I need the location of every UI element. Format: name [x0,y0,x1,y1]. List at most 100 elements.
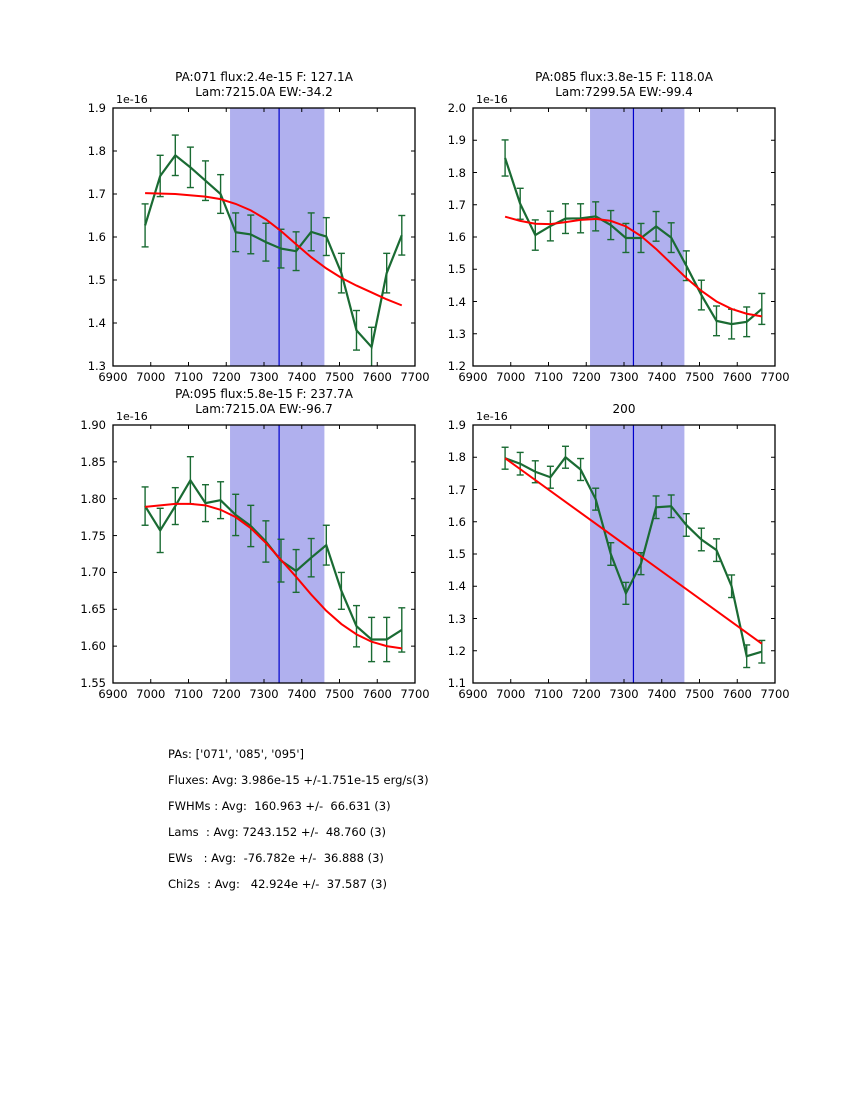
x-tick-label: 7700 [400,370,430,384]
x-tick-label: 7500 [324,687,355,701]
y-tick-label: 1.2 [447,359,466,373]
y-tick-label: 1.5 [447,262,466,277]
plot-area [112,107,416,367]
x-tick-label: 7200 [571,687,601,701]
y-tick-label: 1.4 [447,579,466,594]
y-tick-label: 1.4 [447,294,466,309]
panel-title: PA:071 flux:2.4e-15 F: 127.1A Lam:7215.0A… [175,70,353,99]
y-tick-label: 1.8 [87,144,106,158]
y-tick-label: 1.9 [87,101,106,115]
y-axis-offset-label: 1e-16 [476,93,508,106]
plot-area [472,424,776,684]
y-tick-label: 1.85 [80,454,106,469]
x-tick-label: 7600 [722,370,752,384]
y-tick-label: 1.5 [447,547,466,561]
y-tick-label: 1.60 [80,639,106,654]
x-tick-label: 7100 [533,687,564,701]
series-spectrum [141,134,406,366]
summary-line-lams: Lams : Avg: 7243.152 +/- 48.760 (3) [168,825,387,839]
x-tick-label: 6900 [458,370,488,384]
y-axis-offset-label: 1e-16 [116,93,148,106]
x-tick-label: 7400 [647,687,677,701]
x-tick-label: 7200 [211,370,241,384]
x-tick-label: 7000 [496,370,526,384]
y-tick-label: 1.1 [447,676,466,690]
panel-title: PA:085 flux:3.8e-15 F: 118.0A Lam:7299.5A… [535,70,713,99]
series-model-fit [504,215,762,318]
y-tick-label: 1.9 [447,133,466,148]
x-tick-label: 7500 [324,370,355,384]
x-tick-label: 7200 [571,370,601,384]
y-tick-label: 1.4 [87,316,106,330]
y-tick-label: 1.3 [447,326,466,341]
x-tick-label: 7000 [496,687,526,701]
y-tick-label: 1.5 [87,273,106,287]
x-tick-label: 7700 [760,687,790,701]
panel-200: 200 1e-16 1.1 1.2 1.3 1.4 1.5 1.6 1.7 1.8 1.9 6900 7… [378,377,795,715]
x-tick-label: 7400 [287,687,317,701]
y-tick-label: 1.3 [87,359,106,373]
y-tick-label: 1.7 [447,197,466,212]
y-tick-label: 1.8 [447,165,466,180]
y-tick-label: 1.90 [80,418,106,432]
summary-line-fwhms: FWHMs : Avg: 160.963 +/- 66.631 (3) [168,799,391,813]
y-tick-label: 1.2 [447,643,466,658]
y-tick-label: 1.6 [447,230,466,244]
y-tick-label: 1.6 [87,230,106,244]
x-tick-label: 7600 [722,687,752,701]
y-tick-label: 1.7 [447,482,466,497]
y-tick-label: 1.9 [447,418,466,432]
y-tick-label: 1.55 [80,676,106,690]
x-tick-label: 7600 [362,370,392,384]
y-tick-label: 1.6 [447,514,466,529]
x-tick-label: 7400 [287,370,317,384]
y-tick-label: 1.65 [80,602,106,617]
y-tick-label: 1.7 [87,187,106,201]
series-model-fit [145,192,403,307]
y-axis-offset-label: 1e-16 [476,410,508,423]
panel-pa-071: PA:071 flux:2.4e-15 F: 127.1A Lam:7215.0A… [18,60,435,398]
series-spectrum [501,139,766,340]
panel-pa-085: PA:085 flux:3.8e-15 F: 118.0A Lam:7299.5A… [378,60,795,398]
x-tick-label: 7100 [533,370,564,384]
x-tick-label: 7000 [136,370,166,384]
x-tick-label: 7400 [647,370,677,384]
x-tick-label: 7300 [609,687,639,701]
y-tick-label: 1.75 [80,528,106,543]
x-tick-label: 7600 [362,687,392,701]
series-model-fit [504,457,763,645]
wavelength-band [230,425,325,683]
x-tick-label: 7300 [249,370,279,384]
x-tick-label: 6900 [98,370,128,384]
plot-area [472,107,776,367]
y-tick-label: 2.0 [447,101,466,115]
x-tick-label: 7500 [684,370,715,384]
y-tick-label: 1.3 [447,611,466,626]
y-axis-offset-label: 1e-16 [116,410,148,423]
series-spectrum [501,445,766,669]
x-tick-label: 7000 [136,687,166,701]
y-tick-label: 1.8 [447,450,466,465]
x-tick-label: 7200 [211,687,241,701]
x-tick-label: 7300 [609,370,639,384]
summary-line-chi2s: Chi2s : Avg: 42.924e +/- 37.587 (3) [168,877,387,891]
summary-text-block: PAs: ['071', '085', '095'] Fluxes: Avg: … [168,741,429,897]
x-tick-label: 7700 [400,687,430,701]
summary-line-fluxes: Fluxes: Avg: 3.986e-15 +/-1.751e-15 erg/… [168,773,429,787]
x-tick-label: 7100 [173,687,204,701]
x-tick-label: 6900 [98,687,128,701]
panel-title: PA:095 flux:5.8e-15 F: 237.7A Lam:7215.0A… [175,387,353,416]
panel-pa-095: PA:095 flux:5.8e-15 F: 237.7A Lam:7215.0A… [18,377,435,715]
x-tick-label: 7300 [249,687,279,701]
summary-line-pas: PAs: ['071', '085', '095'] [168,747,305,761]
wavelength-band [230,108,325,366]
y-tick-label: 1.80 [80,491,106,506]
x-tick-label: 6900 [458,687,488,701]
panel-title: 200 [612,402,636,416]
plot-area [112,424,416,684]
y-tick-label: 1.70 [80,565,106,580]
x-tick-label: 7700 [760,370,790,384]
x-tick-label: 7500 [684,687,715,701]
summary-line-ews: EWs : Avg: -76.782e +/- 36.888 (3) [168,851,384,865]
